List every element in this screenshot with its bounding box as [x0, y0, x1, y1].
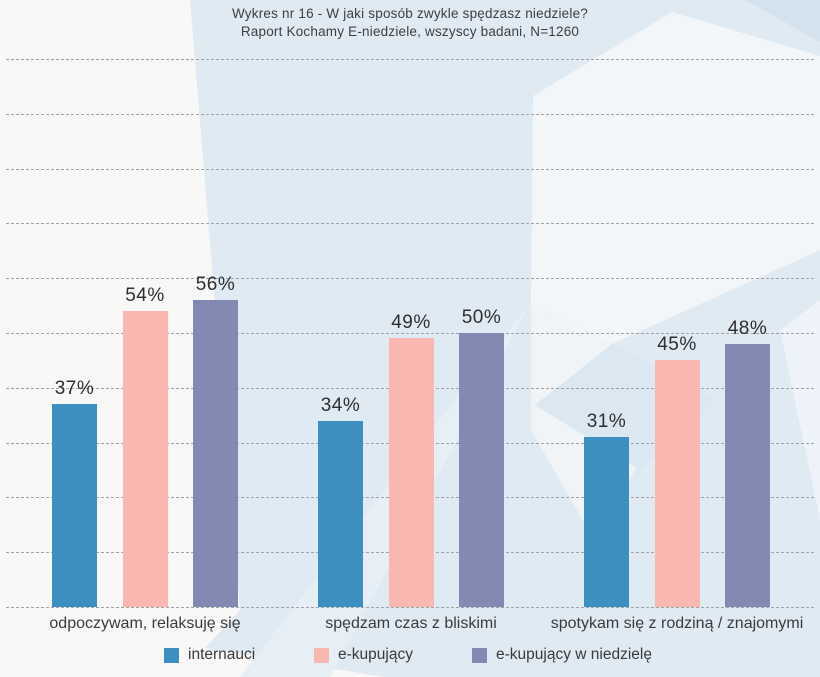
bar-e-kupujący-w-niedzielę-group3: [725, 343, 770, 607]
value-label-internauci-group2: 34%: [320, 394, 361, 416]
value-label-internauci-group1: 37%: [54, 378, 95, 400]
bar-internauci-group3: [584, 437, 629, 607]
category-label-1: odpoczywam, relaksuję się: [49, 615, 241, 632]
gridline-50pct: [6, 333, 814, 334]
legend-label-internauci: internauci: [188, 646, 256, 663]
bar-internauci-group1: [52, 404, 97, 607]
legend-item-e-kupujacy-w-niedziele: e-kupujący w niedzielę: [472, 646, 652, 664]
legend-item-internauci: internauci: [164, 646, 255, 664]
value-label-internauci-group3: 31%: [586, 411, 627, 433]
chart-header: Wykres nr 16 - W jaki sposób zwykle spęd…: [0, 5, 820, 41]
legend-swatch-e-kupujacy: [314, 647, 329, 663]
bar-e-kupujący-group1: [122, 311, 168, 607]
value-label-e-kupujący-group1: 54%: [125, 285, 165, 307]
value-label-e-kupujący-w-niedzielę-group1: 56%: [195, 274, 236, 296]
gridline-100pct: [6, 59, 814, 60]
chart-title: Wykres nr 16 - W jaki sposób zwykle spęd…: [231, 6, 588, 21]
legend: internauci e-kupujący e-kupujący w niedz…: [0, 646, 820, 668]
legend-item-e-kupujacy: e-kupujący: [314, 646, 413, 664]
gridline-60pct: [6, 278, 814, 280]
value-label-e-kupujący-group3: 45%: [657, 334, 697, 356]
legend-swatch-e-kupujacy-w-niedziele: [472, 647, 487, 663]
bar-internauci-group2: [318, 420, 363, 607]
legend-label-e-kupujacy: e-kupujący: [338, 646, 413, 663]
gridline-80pct: [6, 168, 814, 170]
gridline-70pct: [6, 223, 814, 225]
chart-subtitle: Raport Kochamy E-niedziele, wszyscy bada…: [240, 24, 580, 39]
value-label-e-kupujący-group2: 49%: [391, 312, 431, 334]
category-label-2: spędzam czas z bliskimi: [325, 615, 497, 632]
gridline-0pct: [6, 607, 814, 608]
value-label-e-kupujący-w-niedzielę-group2: 50%: [461, 307, 502, 328]
legend-swatch-internauci: [164, 647, 179, 663]
bar-e-kupujący-group2: [388, 338, 434, 607]
gridline-90pct: [6, 113, 814, 115]
category-label-3: spotykam się z rodziną / znajomymi: [550, 615, 804, 632]
bar-e-kupujący-group3: [654, 360, 700, 607]
legend-label-e-kupujacy-w-niedziele: e-kupujący w niedzielę: [496, 646, 652, 663]
bar-e-kupujący-w-niedzielę-group1: [193, 300, 238, 607]
value-label-e-kupujący-w-niedzielę-group3: 48%: [727, 317, 768, 339]
bar-e-kupujący-w-niedzielę-group2: [459, 333, 504, 607]
